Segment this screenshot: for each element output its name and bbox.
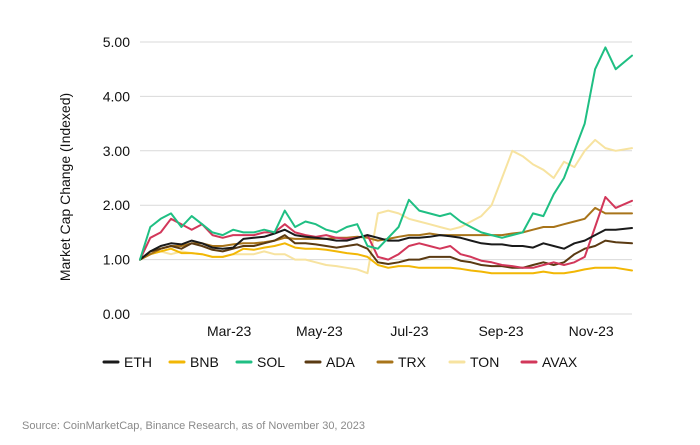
- series-line-bnb: [139, 242, 633, 275]
- x-tick-label: Sep-23: [478, 323, 523, 339]
- series-line-ton: [139, 138, 633, 275]
- legend-label-bnb: BNB: [190, 354, 219, 370]
- legend-label-avax: AVAX: [542, 354, 578, 370]
- y-axis-title: Market Cap Change (Indexed): [57, 93, 73, 281]
- legend-label-ada: ADA: [326, 354, 355, 370]
- series-line-sol: [139, 46, 633, 261]
- legend-label-ton: TON: [470, 354, 499, 370]
- y-tick-label: 4.00: [103, 88, 130, 104]
- legend-label-sol: SOL: [257, 354, 285, 370]
- legend-label-trx: TRX: [398, 354, 427, 370]
- legend: ETH BNB SOL ADA TRX TON AVAX: [102, 354, 578, 370]
- source-note: Source: CoinMarketCap, Binance Research,…: [22, 420, 366, 432]
- x-tick-label: Jul-23: [390, 323, 428, 339]
- x-tick-label: Mar-23: [207, 323, 252, 339]
- x-tick-label: May-23: [296, 323, 343, 339]
- y-tick-label: 1.00: [103, 252, 130, 268]
- legend-label-eth: ETH: [124, 354, 152, 370]
- gridlines: [140, 41, 632, 315]
- series-line-eth: [139, 227, 633, 261]
- y-tick-label: 2.00: [103, 197, 130, 213]
- series-line-avax: [139, 196, 633, 269]
- series-lines: [139, 46, 633, 275]
- y-tick-label: 3.00: [103, 143, 130, 159]
- x-axis-ticks: Mar-23 May-23 Jul-23 Sep-23 Nov-23: [207, 323, 614, 339]
- y-tick-label: 0.00: [103, 306, 130, 322]
- series-line-ada: [139, 234, 633, 269]
- y-axis-ticks: 0.00 1.00 2.00 3.00 4.00 5.00: [103, 34, 130, 322]
- x-tick-label: Nov-23: [569, 323, 614, 339]
- y-tick-label: 5.00: [103, 34, 130, 50]
